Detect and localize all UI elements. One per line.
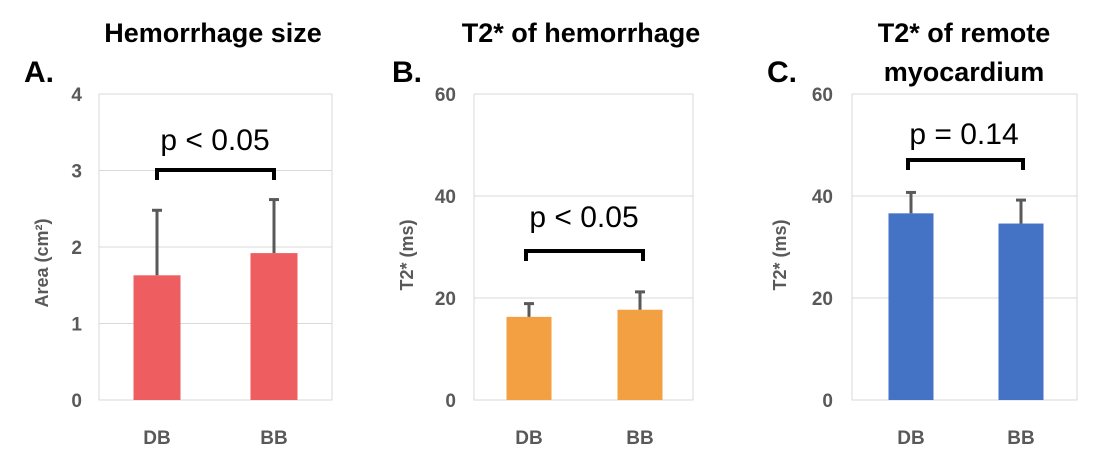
panel-c-x-label-bb: BB <box>1007 428 1034 449</box>
panel-c-title-line-2: myocardium <box>884 57 1045 87</box>
panel-b-plot-frame <box>473 93 694 401</box>
panel-a-bar-db <box>133 275 181 400</box>
panel-b-x-label-bb: BB <box>626 428 653 449</box>
panel-b: T2* of hemorrhage B. T2* (ms) 0 20 40 60 DB… <box>392 18 700 449</box>
panel-a-y-tick-2: 2 <box>71 238 82 259</box>
panel-a-plot-area: 0 1 2 3 4 <box>71 85 333 412</box>
panel-a-y-tick-4: 4 <box>71 85 82 106</box>
panel-a-y-tick-1: 1 <box>71 315 82 336</box>
panel-a-title-line-1: Hemorrhage size <box>104 18 322 48</box>
panel-b-y-tick-0: 0 <box>445 391 456 412</box>
panel-b-plot-area: 0 20 40 60 <box>435 85 694 412</box>
panel-c-y-axis-label: T2* (ms) <box>770 219 790 290</box>
panel-a-y-axis-label: Area (cm²) <box>32 218 52 307</box>
panel-b-letter: B. <box>392 56 422 89</box>
panel-c-significance-bracket <box>906 158 1025 170</box>
panel-b-x-label-db: DB <box>515 428 542 449</box>
panel-c-y-tick-40: 40 <box>812 187 833 208</box>
panel-b-y-tick-40: 40 <box>435 187 456 208</box>
panel-c-title-line-1: T2* of remote <box>878 18 1051 48</box>
panel-b-significance-bracket <box>524 249 645 261</box>
panel-c-bar-db <box>888 213 934 400</box>
panel-a-x-label-db: DB <box>143 428 170 449</box>
panel-a-x-label-bb: BB <box>260 428 287 449</box>
panel-b-bar-db <box>506 316 552 400</box>
panel-a-plot-frame <box>98 93 333 401</box>
panel-a-y-tick-0: 0 <box>71 391 82 412</box>
panel-c-p-value: p = 0.14 <box>909 118 1018 151</box>
panel-b-title-line-1: T2* of hemorrhage <box>462 18 701 48</box>
panel-c-y-tick-60: 60 <box>812 85 833 106</box>
panel-b-p-value: p < 0.05 <box>529 201 638 234</box>
panel-b-y-tick-20: 20 <box>435 289 456 310</box>
panel-c-y-tick-0: 0 <box>822 391 833 412</box>
panel-c-y-tick-20: 20 <box>812 289 833 310</box>
panel-a-significance-bracket <box>155 168 276 180</box>
panel-b-y-axis-label: T2* (ms) <box>397 219 417 290</box>
panel-b-bar-bb <box>617 309 663 400</box>
panel-c-plot-area: 0 20 40 60 <box>812 85 1078 412</box>
panel-c-letter: C. <box>767 56 797 89</box>
panel-c-plot-frame <box>851 93 1078 401</box>
panel-c-bar-bb <box>998 223 1044 400</box>
panel-a-y-tick-3: 3 <box>71 162 82 183</box>
panel-b-y-tick-60: 60 <box>435 85 456 106</box>
panel-a-p-value: p < 0.05 <box>160 124 269 157</box>
panel-a-bar-bb <box>250 253 298 400</box>
panel-c-x-label-db: DB <box>897 428 924 449</box>
panel-a-letter: A. <box>24 56 54 89</box>
panel-a: Hemorrhage size A. Area (cm²) 0 1 2 3 4 DB B… <box>24 18 333 449</box>
panel-c: T2* of remote myocardium C. T2* (ms) 0 20… <box>767 18 1078 449</box>
